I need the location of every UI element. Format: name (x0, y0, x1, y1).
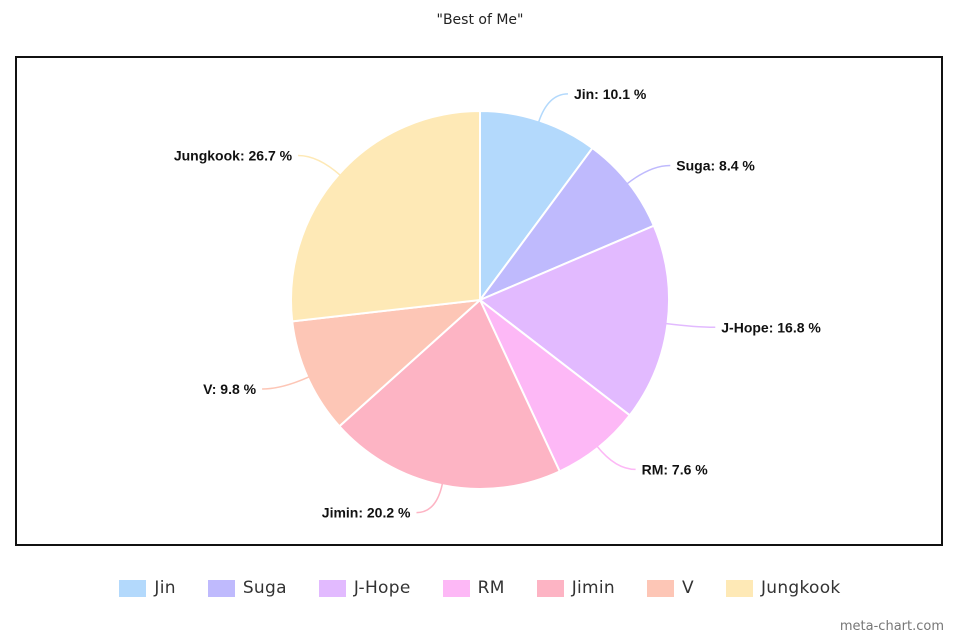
connector-line-v (262, 376, 310, 390)
slice-label-v: V: 9.8 % (203, 381, 256, 397)
connector-line-j-hope (665, 322, 716, 329)
connector-line-jungkook (298, 154, 341, 177)
legend-label-jimin: Jimin (571, 578, 615, 598)
legend-swatch-j-hope (318, 579, 346, 597)
legend-swatch-jimin (536, 579, 564, 597)
legend-swatch-jungkook (725, 579, 753, 597)
legend-label-v: V (682, 578, 694, 598)
connector-line-jin (537, 93, 568, 123)
legend: Jin Suga J-Hope RM Jimin V Jungkook (0, 578, 960, 598)
legend-item-jimin[interactable]: Jimin (536, 578, 615, 598)
slice-label-jin: Jin: 10.1 % (574, 86, 647, 102)
legend-item-rm[interactable]: RM (442, 578, 505, 598)
legend-label-jin: Jin (154, 578, 176, 598)
legend-swatch-v (647, 579, 674, 597)
legend-label-suga: Suga (242, 578, 287, 598)
legend-swatch-rm (442, 579, 470, 597)
connector-line-rm (596, 445, 636, 471)
legend-label-j-hope: J-Hope (353, 578, 411, 598)
chart-title: "Best of Me" (436, 12, 524, 28)
connector-line-jimin (416, 483, 444, 514)
connector-line-suga (626, 164, 671, 185)
watermark: meta-chart.com (839, 619, 944, 634)
slice-label-suga: Suga: 8.4 % (676, 157, 755, 173)
chart-frame (15, 56, 943, 546)
legend-label-jungkook: Jungkook (760, 578, 841, 598)
slice-label-jimin: Jimin: 20.2 % (322, 505, 411, 521)
legend-item-jungkook[interactable]: Jungkook (725, 578, 841, 598)
legend-label-rm: RM (477, 578, 505, 598)
legend-item-jin[interactable]: Jin (119, 578, 176, 598)
legend-item-v[interactable]: V (647, 578, 694, 598)
legend-swatch-suga (207, 579, 235, 597)
legend-item-suga[interactable]: Suga (207, 578, 287, 598)
legend-swatch-jin (119, 579, 147, 597)
slice-label-j-hope: J-Hope: 16.8 % (721, 319, 821, 335)
slice-label-rm: RM: 7.6 % (642, 461, 709, 477)
pie-slice-jungkook[interactable] (290, 109, 481, 323)
slice-label-jungkook: Jungkook: 26.7 % (174, 148, 293, 164)
legend-item-j-hope[interactable]: J-Hope (318, 578, 411, 598)
